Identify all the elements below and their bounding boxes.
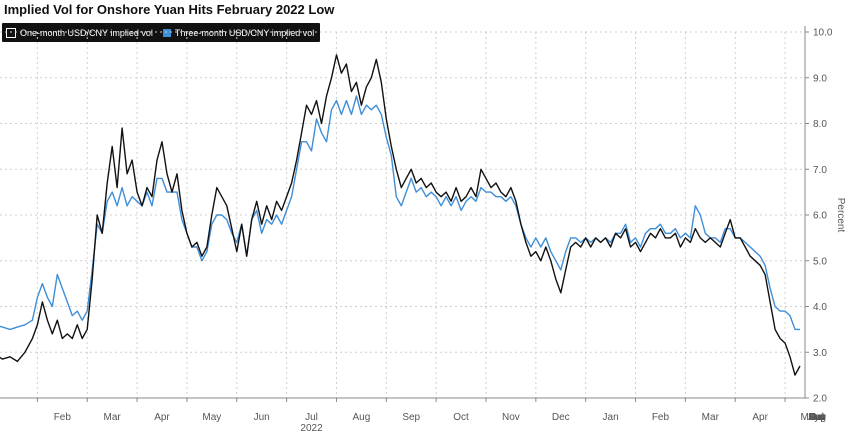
x-tick-label: Apr (154, 412, 170, 423)
x-year-label: 2022 (300, 423, 323, 434)
y-tick-label: 6.0 (813, 211, 827, 222)
legend-label-three-month: Three-month USD/CNY implied vol (174, 27, 315, 38)
y-axis-title: Percent (835, 198, 846, 233)
chart-title: Implied Vol for Onshore Yuan Hits Februa… (4, 2, 335, 17)
x-tick-label: May (801, 412, 820, 423)
x-tick-label: Feb (652, 412, 670, 423)
x-tick-label: Sep (808, 412, 826, 423)
x-tick-label: Jun (809, 412, 825, 423)
x-tick-label: May (202, 412, 221, 423)
y-tick-label: 7.0 (813, 165, 827, 176)
series-line-one-month (0, 54, 801, 376)
x-tick-label: Aug (808, 412, 826, 423)
y-tick-label: 10.0 (813, 28, 833, 39)
y-tick-label: 8.0 (813, 119, 827, 130)
series-line-three-month (0, 95, 800, 331)
x-tick-label: Jan (603, 412, 619, 423)
x-tick-label: Nov (502, 412, 520, 423)
y-tick-label: 9.0 (813, 73, 827, 84)
x-tick-label: Apr (752, 412, 768, 423)
x-tick-label: Mar (702, 412, 720, 423)
x-tick-label: Nov (808, 412, 826, 423)
y-tick-label: 4.0 (813, 302, 827, 313)
x-tick-label: Jun (254, 412, 270, 423)
x-tick-label: Jul (305, 412, 318, 423)
x-tick-label: Feb (54, 412, 72, 423)
y-tick-label: 2.0 (813, 394, 827, 405)
x-tick-label: Aug (352, 412, 370, 423)
y-tick-label: 3.0 (813, 348, 827, 359)
y-tick-label: 5.0 (813, 256, 827, 267)
x-tick-label: Oct (453, 412, 469, 423)
x-tick-label: Mar (104, 412, 122, 423)
x-tick-label: Sep (402, 412, 420, 423)
x-tick-label: Dec (552, 412, 570, 423)
x-tick-label: Oct (809, 412, 825, 423)
x-tick-label: Jul (811, 412, 824, 423)
